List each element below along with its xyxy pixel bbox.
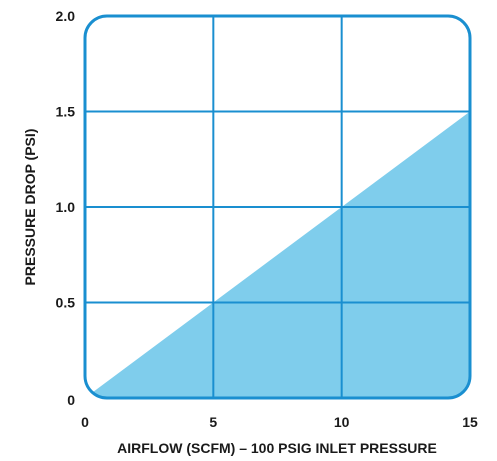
x-tick-label: 5 <box>209 414 217 430</box>
grid-lines <box>85 16 470 398</box>
x-tick-label: 10 <box>334 414 350 430</box>
x-tick-label: 0 <box>81 414 89 430</box>
y-tick-label: 0.5 <box>56 295 76 311</box>
y-axis-ticks: 0 0.5 1.0 1.5 2.0 <box>56 8 76 408</box>
y-tick-label: 2.0 <box>56 8 76 24</box>
series-area <box>85 111 470 398</box>
y-axis-label: PRESSURE DROP (PSI) <box>22 129 38 286</box>
plot-frame <box>83 14 472 400</box>
y-tick-label: 0 <box>67 392 75 408</box>
y-tick-label: 1.0 <box>56 199 76 215</box>
x-tick-label: 15 <box>462 414 478 430</box>
x-axis-label: AIRFLOW (SCFM) – 100 PSIG INLET PRESSURE <box>117 440 437 456</box>
y-tick-label: 1.5 <box>56 104 76 120</box>
x-axis-ticks: 0 5 10 15 <box>81 414 478 430</box>
